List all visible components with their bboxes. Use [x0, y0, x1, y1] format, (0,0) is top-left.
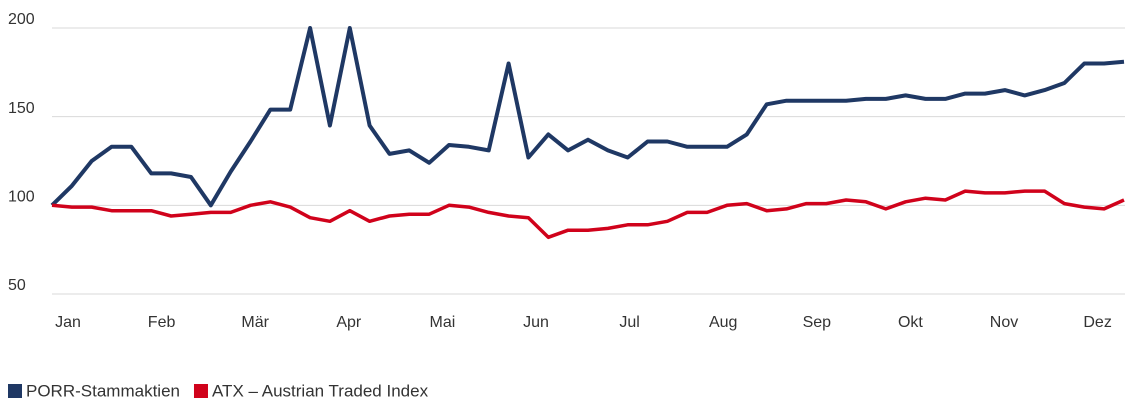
x-tick-label: Nov	[990, 314, 1018, 331]
x-tick-label: Jun	[523, 314, 549, 331]
y-tick-label: 100	[8, 189, 35, 206]
x-tick-label: Mär	[241, 314, 269, 331]
data-line	[50, 26, 1125, 208]
legend-swatch	[8, 384, 22, 398]
x-tick-label: Aug	[709, 314, 737, 331]
y-tick-label: 50	[8, 277, 26, 294]
legend-label: ATX – Austrian Traded Index	[212, 381, 429, 400]
x-tick-label: Jul	[619, 314, 639, 331]
x-tick-label: Dez	[1083, 314, 1111, 331]
x-tick-label: Mai	[430, 314, 456, 331]
x-tick-label: Feb	[148, 314, 176, 331]
legend-label: PORR-Stammaktien	[26, 381, 180, 400]
x-tick-label: Jan	[55, 314, 81, 331]
x-tick-label: Apr	[336, 314, 362, 331]
x-tick-label: Sep	[803, 314, 832, 331]
legend-swatch	[193, 384, 208, 398]
y-tick-label: 150	[8, 100, 35, 117]
x-tick-label: Okt	[898, 314, 923, 331]
y-tick-label: 200	[8, 11, 35, 28]
data-line	[51, 189, 1125, 240]
